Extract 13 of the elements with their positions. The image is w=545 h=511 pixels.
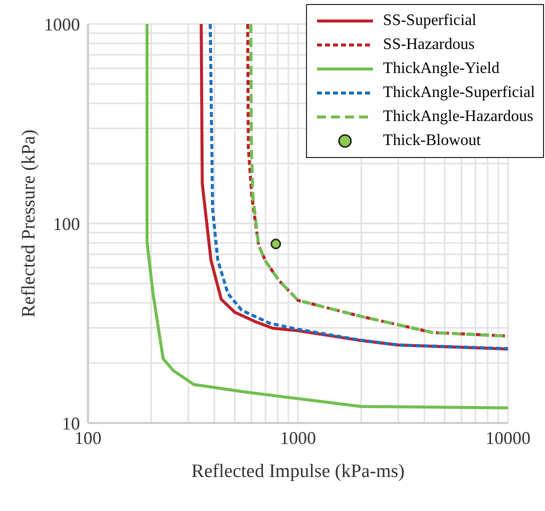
x-tick-label: 1000 [280, 428, 316, 448]
legend-label: ThickAngle-Superficial [383, 84, 535, 102]
x-axis-title: Reflected Impulse (kPa-ms) [191, 461, 405, 482]
y-tick-label: 10 [62, 413, 80, 434]
y-axis-title: Reflected Pressure (kPa) [18, 130, 40, 318]
legend-label: SS-Superficial [383, 12, 476, 30]
y-tick-label: 1000 [44, 14, 80, 34]
legend-label: SS-Hazardous [383, 36, 475, 54]
y-tick-label: 100 [53, 214, 80, 234]
x-tick-label: 10000 [486, 428, 530, 448]
legend-label: Thick-Blowout [383, 132, 481, 150]
legend-label: ThickAngle-Yield [383, 60, 500, 78]
legend-label: ThickAngle-Hazardous [383, 108, 534, 126]
